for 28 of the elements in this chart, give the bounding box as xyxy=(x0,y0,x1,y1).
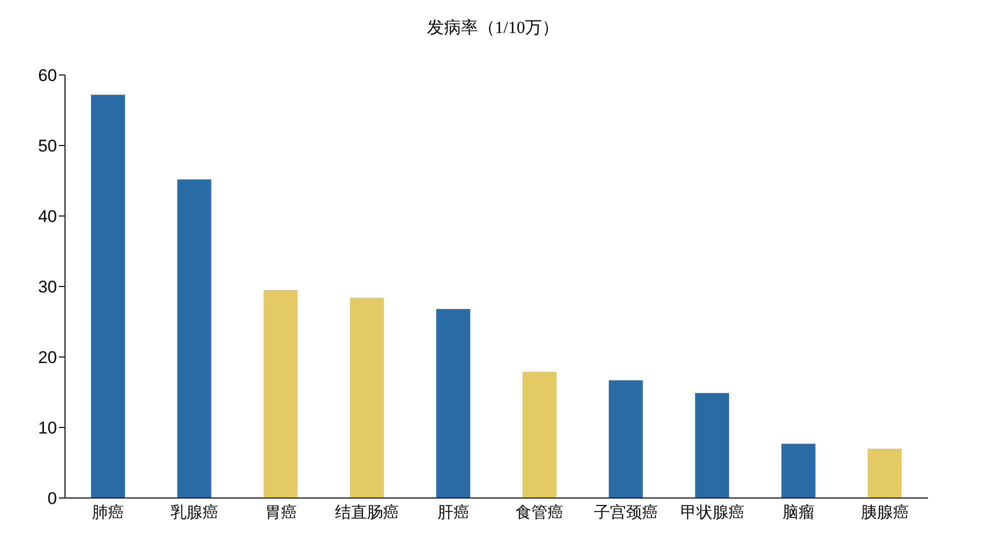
x-tick-label: 甲状腺癌 xyxy=(680,503,744,522)
x-tick-label: 胃癌 xyxy=(264,503,297,522)
y-tick-label: 30 xyxy=(38,278,57,297)
x-tick-label: 胰腺癌 xyxy=(860,503,909,522)
x-tick-label: 肝癌 xyxy=(437,503,470,522)
x-tick-label: 脑瘤 xyxy=(782,503,815,522)
y-tick-label: 60 xyxy=(38,66,57,86)
y-tick-label: 0 xyxy=(48,489,57,508)
bar xyxy=(436,309,470,498)
x-tick-label: 食管癌 xyxy=(516,503,564,522)
x-tick-label: 肺癌 xyxy=(92,503,124,522)
bar xyxy=(781,444,816,498)
bar xyxy=(608,380,643,498)
bar xyxy=(350,298,384,498)
y-tick-label: 10 xyxy=(38,418,57,438)
bar xyxy=(91,94,125,498)
x-tick-label: 乳腺癌 xyxy=(170,503,218,522)
bar xyxy=(522,372,556,498)
chart-title: 发病率（1/10万） xyxy=(426,17,560,39)
y-tick-label: 50 xyxy=(38,136,57,156)
x-tick-label: 子宫颈癌 xyxy=(594,503,658,522)
bar xyxy=(177,179,212,498)
bar xyxy=(868,448,902,498)
y-tick-label: 40 xyxy=(38,207,57,226)
bar xyxy=(695,392,730,498)
x-tick-label: 结直肠癌 xyxy=(335,503,400,522)
y-tick-label: 20 xyxy=(38,348,57,368)
bar xyxy=(264,290,298,498)
